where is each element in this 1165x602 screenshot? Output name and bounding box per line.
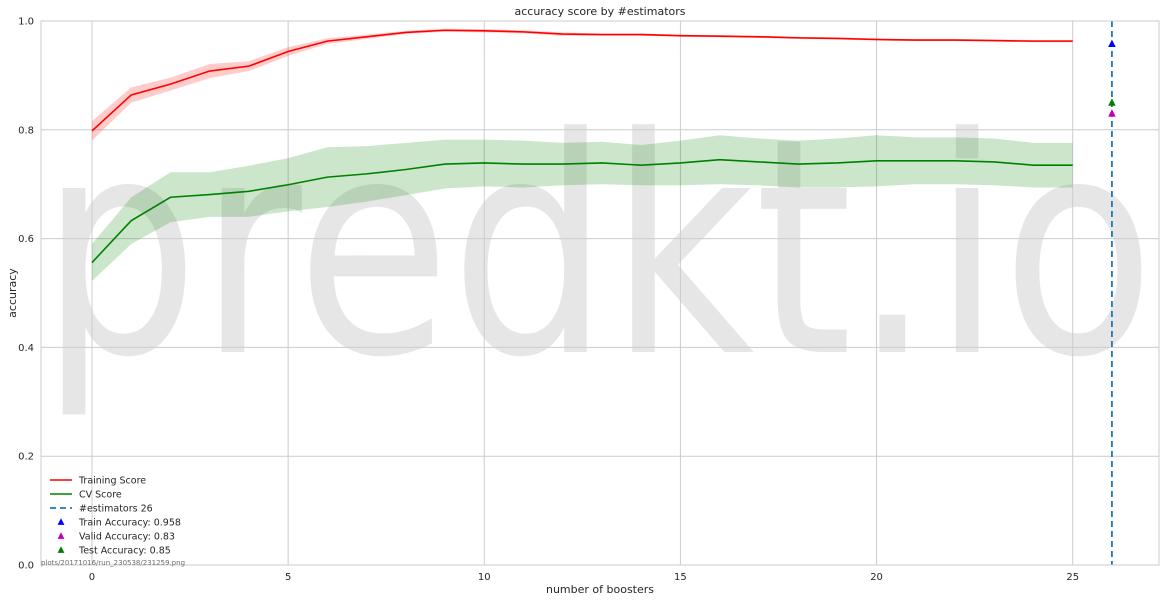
- x-axis-label: number of boosters: [546, 583, 654, 596]
- legend-label: Training Score: [78, 476, 146, 487]
- x-tick-label: 0: [89, 572, 95, 583]
- x-tick-labels: 0 5 10 15 20 25: [89, 572, 1079, 583]
- accuracy-markers: [1108, 39, 1116, 117]
- legend-label: Train Accuracy: 0.958: [78, 518, 181, 529]
- footnote-path: plots/20171016/run_230538/231259.png: [41, 559, 185, 567]
- series-line-0: [91, 29, 1073, 132]
- y-tick-label: 0.2: [18, 452, 34, 463]
- y-tick-label: 0.6: [18, 234, 34, 245]
- y-tick-label: 0.8: [18, 125, 34, 136]
- y-tick-label: 0.4: [18, 343, 34, 354]
- legend-label: Valid Accuracy: 0.83: [79, 532, 175, 543]
- x-tick-label: 15: [674, 572, 687, 583]
- series-line-1: [91, 158, 1073, 264]
- accuracy-marker-1: [1108, 109, 1116, 117]
- x-tick-label: 20: [870, 572, 883, 583]
- x-tick-label: 25: [1066, 572, 1079, 583]
- accuracy-marker-2: [1108, 98, 1116, 106]
- legend-swatch-marker: [57, 518, 65, 525]
- accuracy-marker-0: [1108, 39, 1116, 47]
- legend: Training Score CV Score #estimators 26 Trai…: [50, 476, 181, 557]
- legend-label: CV Score: [79, 490, 122, 501]
- y-axis-label: accuracy: [6, 268, 19, 318]
- legend-swatch-marker: [57, 532, 65, 539]
- y-tick-label: 0.0: [18, 561, 34, 572]
- series-lines: [91, 29, 1073, 264]
- series-band-1: [91, 135, 1073, 282]
- x-tick-label: 5: [285, 572, 291, 583]
- x-tick-label: 10: [478, 572, 491, 583]
- plot-frame: [40, 20, 1160, 566]
- legend-label: #estimators 26: [79, 504, 153, 515]
- legend-swatch-marker: [57, 546, 65, 553]
- chart-title: accuracy score by #estimators: [514, 5, 685, 18]
- y-tick-label: 1.0: [18, 17, 34, 28]
- legend-label: Test Accuracy: 0.85: [78, 546, 171, 557]
- watermark-text: predkt.io: [40, 74, 1155, 423]
- y-tick-labels: 0.0 0.2 0.4 0.6 0.8 1.0: [18, 17, 34, 572]
